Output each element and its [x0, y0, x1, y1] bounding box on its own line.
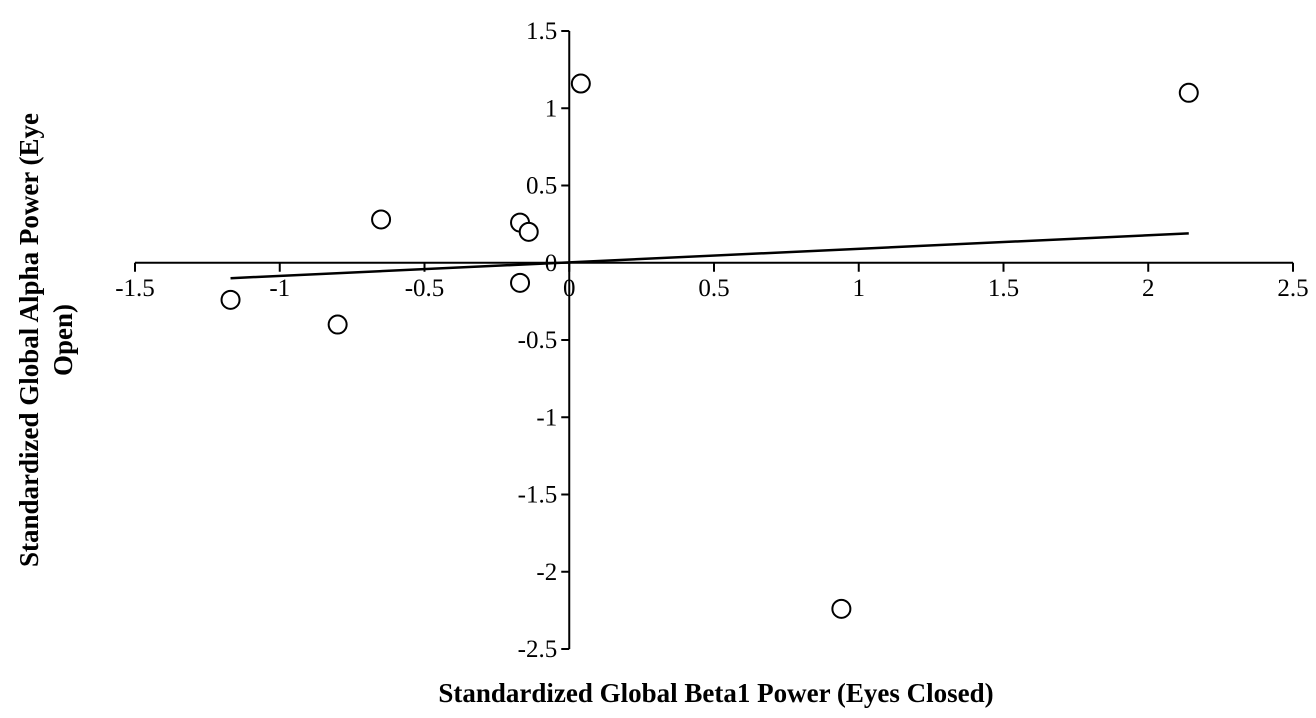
data-point [510, 272, 531, 293]
y-tick-label: -0.5 [518, 327, 558, 354]
x-tick-label: 0 [563, 275, 576, 302]
x-tick-label: -0.5 [405, 275, 445, 302]
x-axis-title: Standardized Global Beta1 Power (Eyes Cl… [438, 678, 993, 708]
y-tick-label: 1 [545, 95, 558, 122]
labels-layer: -1.5 -1 -0.5 0 0.5 1 1.5 2 2.51.510.50-0.5-1-1.5… [14, 18, 1309, 708]
y-tick-label: 0.5 [526, 173, 557, 200]
data-point [371, 209, 392, 230]
x-tick-label: 2 [1142, 275, 1155, 302]
data-point [831, 598, 852, 619]
data-point [1178, 82, 1199, 103]
data-point [220, 289, 241, 310]
points-layer [220, 73, 1199, 619]
y-axis-title-line: Standardized Global Alpha Power (Eye [14, 113, 44, 567]
y-tick-label: -2.5 [518, 636, 558, 663]
x-tick-label: 0.5 [698, 275, 729, 302]
trendline-layer [230, 232, 1189, 280]
y-tick-label: 1.5 [526, 18, 557, 45]
y-tick-label: -1.5 [518, 482, 558, 509]
x-tick-label: -1.5 [115, 275, 155, 302]
y-axis-title-line: Open) [48, 304, 78, 376]
y-tick-label: 0 [545, 250, 558, 277]
y-tick-label: -1 [536, 404, 557, 431]
y-tick-label: -2 [536, 559, 557, 586]
x-tick-label: 2.5 [1277, 275, 1308, 302]
axes-layer [134, 30, 1294, 650]
x-tick-label: 1 [853, 275, 866, 302]
x-tick-label: 1.5 [988, 275, 1019, 302]
data-point [570, 73, 591, 94]
trendline [230, 232, 1189, 280]
data-point [327, 314, 348, 335]
x-tick-label: -1 [269, 275, 290, 302]
y-axis-title: Standardized Global Alpha Power (Eye Open… [14, 113, 78, 567]
data-point [518, 221, 539, 242]
